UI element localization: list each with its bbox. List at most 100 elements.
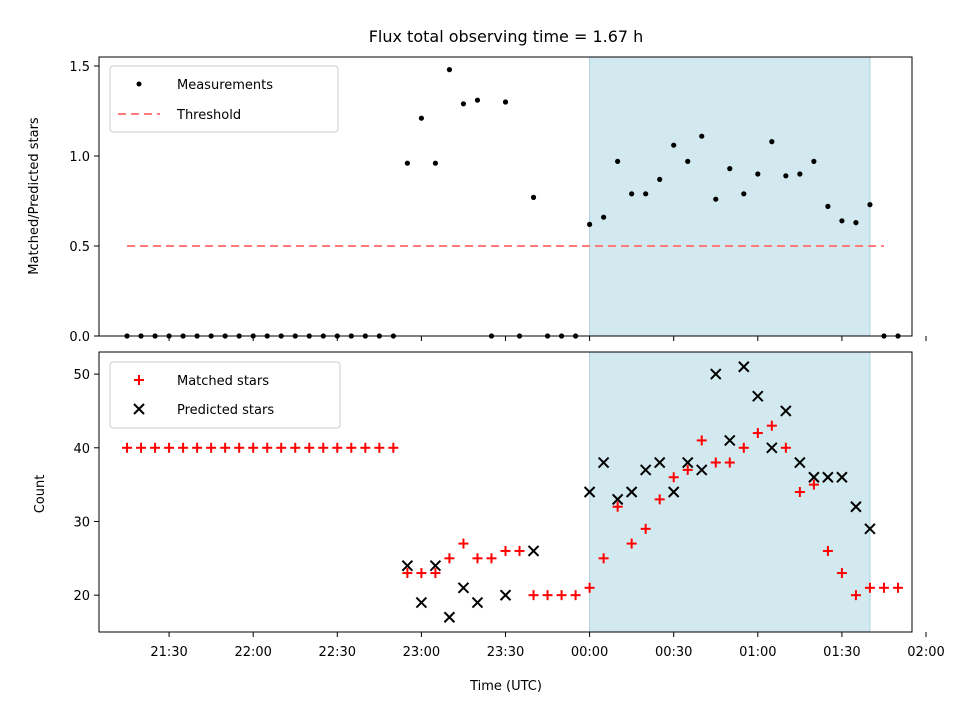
predicted-star-point xyxy=(583,486,596,498)
matched-star-point xyxy=(822,545,833,556)
bottom-legend: Matched stars Predicted stars xyxy=(109,361,341,429)
matched-star-point xyxy=(416,568,427,579)
predicted-star-point xyxy=(836,471,848,483)
measurement-point xyxy=(657,176,663,182)
matched-star-point xyxy=(710,457,721,468)
matched-star-point xyxy=(164,442,175,453)
matched-star-point xyxy=(850,590,861,601)
matched-star-point xyxy=(360,442,371,453)
bottom-y-tick-label: 50 xyxy=(73,368,90,383)
bottom-y-tick-label: 30 xyxy=(73,515,90,530)
measurement-point xyxy=(587,221,593,227)
measurement-point xyxy=(867,202,873,208)
x-tick-label: 00:00 xyxy=(571,645,608,660)
matched-star-point xyxy=(794,487,805,497)
measurement-point xyxy=(474,97,481,103)
predicted-star-point xyxy=(724,434,736,447)
matched-star-point xyxy=(318,442,329,453)
matched-star-point xyxy=(220,442,231,453)
bottom-y-ticks: 20 30 40 50 xyxy=(73,368,99,604)
matched-star-point xyxy=(780,442,791,453)
matched-star-point xyxy=(430,568,441,579)
chart-title: Flux total observing time = 1.67 h xyxy=(369,27,644,46)
predicted-star-point xyxy=(611,493,624,506)
legend-predicted-label: Predicted stars xyxy=(177,403,274,418)
matched-star-point xyxy=(136,442,147,453)
predicted-star-point xyxy=(696,464,708,476)
matched-star-point xyxy=(528,590,539,601)
predicted-star-point xyxy=(710,368,722,380)
bottom-panel: 20 30 40 50 21:30 22:00 22:30 23:00 23:30 00:00 0… xyxy=(33,351,945,694)
matched-star-point xyxy=(640,523,651,534)
x-tick-label: 21:30 xyxy=(150,645,187,660)
matched-star-point xyxy=(458,538,469,549)
measurement-point xyxy=(839,218,845,224)
predicted-star-point xyxy=(766,442,778,454)
matched-star-point xyxy=(878,582,889,593)
measurement-point xyxy=(713,196,719,202)
x-tick-label: 01:00 xyxy=(739,645,776,660)
matched-star-point xyxy=(304,442,315,453)
top-legend-box xyxy=(109,65,339,133)
top-y-tick-label: 0.0 xyxy=(69,330,90,345)
legend-threshold-label: Threshold xyxy=(176,108,241,123)
legend-predicted-marker xyxy=(133,403,145,415)
matched-star-point xyxy=(178,442,189,453)
measurement-point xyxy=(432,160,439,166)
bottom-axes-frame xyxy=(98,351,913,633)
matched-star-point xyxy=(374,442,385,453)
legend-matched-label: Matched stars xyxy=(177,374,269,389)
matched-star-point xyxy=(500,545,511,556)
matched-star-point xyxy=(696,435,707,446)
measurement-point xyxy=(404,160,410,166)
predicted-star-point xyxy=(822,471,834,483)
measurement-point xyxy=(797,171,803,177)
measurement-point xyxy=(825,203,831,209)
matched-star-point xyxy=(192,442,203,453)
x-tick-label: 01:30 xyxy=(823,645,860,660)
predicted-star-point xyxy=(667,486,680,498)
bottom-y-axis-label: Count xyxy=(33,475,48,514)
top-y-ticks: 0.0 0.5 1.0 1.5 xyxy=(69,60,99,345)
matched-star-point xyxy=(472,553,483,564)
predicted-star-point xyxy=(653,456,666,469)
matched-star-point xyxy=(290,442,301,453)
matched-star-point xyxy=(654,494,665,505)
legend-measurements-label: Measurements xyxy=(177,78,273,93)
x-tick-label: 22:00 xyxy=(234,645,271,660)
matched-star-point xyxy=(514,545,525,556)
matched-star-point xyxy=(150,442,161,453)
predicted-star-point xyxy=(415,596,428,609)
measurement-point xyxy=(727,166,733,172)
matched-star-point xyxy=(276,442,287,453)
predicted-star-point xyxy=(443,611,456,623)
matched-star-point xyxy=(556,590,567,601)
measurement-point xyxy=(446,67,453,73)
predicted-star-point xyxy=(457,582,470,594)
matched-star-point xyxy=(486,553,497,564)
measurement-point xyxy=(671,142,677,148)
legend-matched-marker xyxy=(134,375,144,385)
matched-star-point xyxy=(892,582,903,593)
legend-measurements-marker xyxy=(136,81,142,87)
measurement-point xyxy=(741,191,747,197)
matched-star-point xyxy=(682,464,693,475)
matched-star-point xyxy=(346,442,357,453)
matched-star-point xyxy=(766,420,777,431)
top-y-tick-label: 0.5 xyxy=(69,240,90,255)
predicted-star-point xyxy=(794,456,806,469)
matched-star-point xyxy=(332,442,343,453)
measurement-point xyxy=(502,99,509,105)
matched-star-point xyxy=(206,442,217,453)
predicted-star-point xyxy=(401,559,414,572)
matched-star-point xyxy=(234,442,245,453)
predicted-star-point xyxy=(499,589,512,601)
measurement-point xyxy=(699,133,705,139)
predicted-star-point xyxy=(625,486,638,498)
measurement-point xyxy=(783,173,789,179)
measurement-point xyxy=(643,191,649,197)
matched-star-point xyxy=(444,553,455,564)
top-y-axis-label: Matched/Predicted stars xyxy=(27,117,42,275)
predicted-star-point xyxy=(639,464,652,476)
